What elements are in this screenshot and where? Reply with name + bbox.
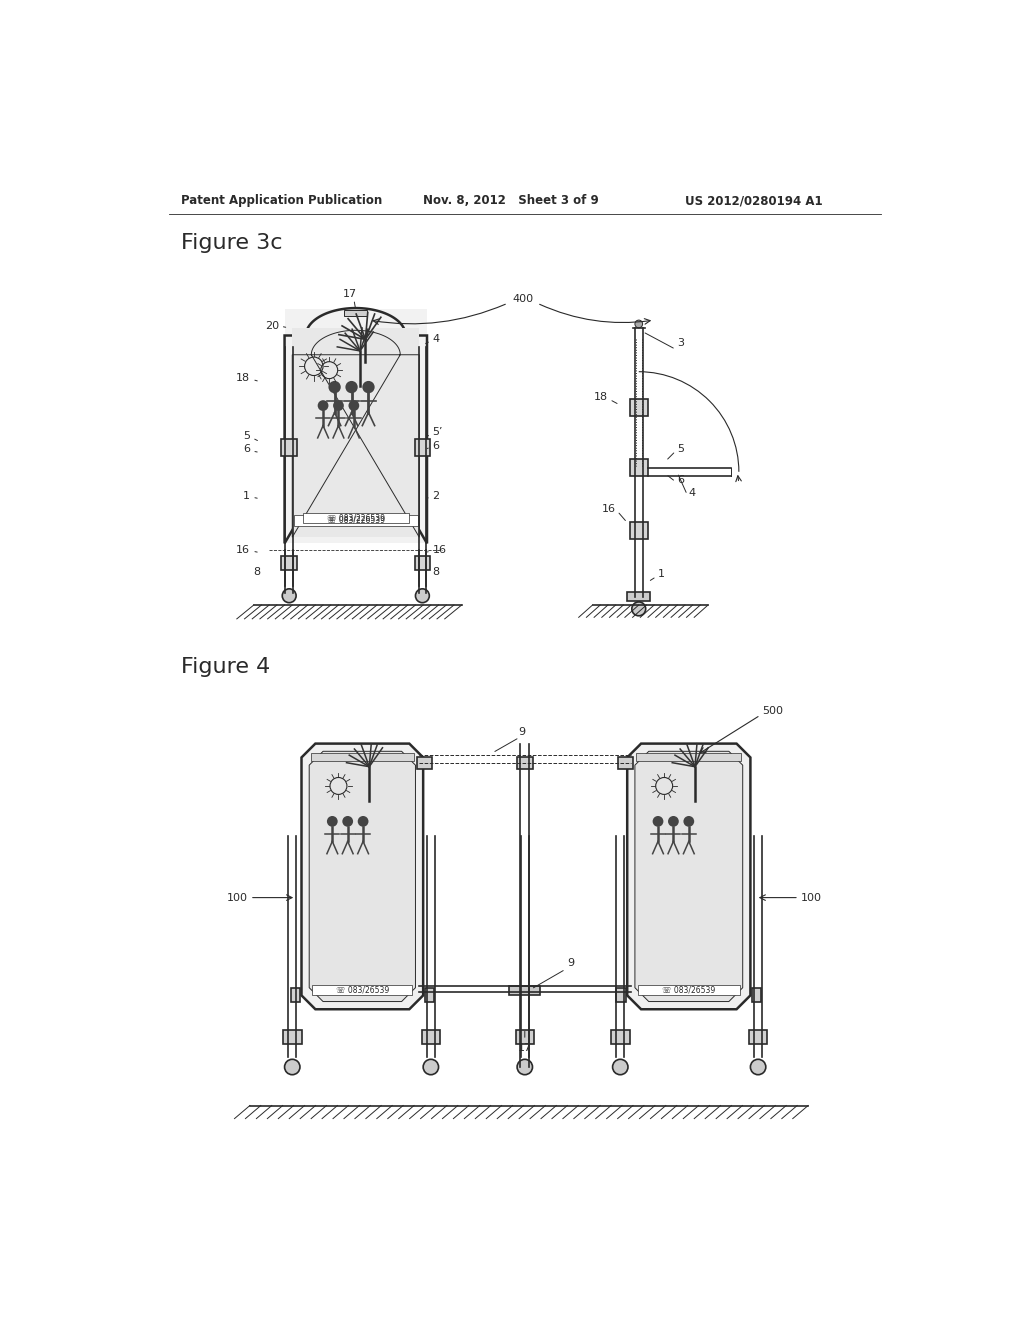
Text: 1: 1 <box>658 569 665 579</box>
Text: 5’: 5’ <box>432 426 443 437</box>
Polygon shape <box>635 751 742 1002</box>
Circle shape <box>362 381 375 393</box>
Circle shape <box>329 381 341 393</box>
Circle shape <box>317 400 329 411</box>
Polygon shape <box>292 330 419 537</box>
Text: 2: 2 <box>432 491 439 500</box>
Circle shape <box>612 1059 628 1074</box>
Text: 500: 500 <box>762 706 783 717</box>
Bar <box>417 758 432 770</box>
Text: 9: 9 <box>518 727 525 737</box>
Text: 5: 5 <box>677 445 684 454</box>
Text: 4: 4 <box>432 334 439 345</box>
Bar <box>303 513 409 524</box>
Circle shape <box>333 400 344 411</box>
Bar <box>415 557 430 570</box>
Bar <box>282 557 297 570</box>
Bar <box>294 515 418 525</box>
Circle shape <box>285 1059 300 1074</box>
Circle shape <box>327 816 338 826</box>
Text: US 2012/0280194 A1: US 2012/0280194 A1 <box>685 194 822 207</box>
Circle shape <box>517 1059 532 1074</box>
Bar <box>749 1030 767 1044</box>
Bar <box>611 1030 630 1044</box>
Text: Patent Application Publication: Patent Application Publication <box>180 194 382 207</box>
Circle shape <box>751 1059 766 1074</box>
Text: 8: 8 <box>432 566 439 577</box>
Text: 400: 400 <box>513 293 534 304</box>
Text: Figure 3c: Figure 3c <box>180 234 282 253</box>
Text: 100: 100 <box>801 892 821 903</box>
Text: ☏ 083/226539: ☏ 083/226539 <box>327 516 385 525</box>
Bar <box>344 310 368 317</box>
Bar <box>637 752 741 760</box>
Circle shape <box>416 589 429 603</box>
Text: 18: 18 <box>236 372 250 383</box>
Circle shape <box>683 816 694 826</box>
Bar <box>617 758 634 770</box>
Circle shape <box>652 816 664 826</box>
Polygon shape <box>628 743 751 1010</box>
Circle shape <box>357 816 369 826</box>
Bar <box>415 440 430 457</box>
Bar <box>422 1030 440 1044</box>
Text: 17: 17 <box>343 289 357 298</box>
Text: 16: 16 <box>432 545 446 554</box>
Bar <box>283 1030 301 1044</box>
Bar <box>638 985 739 995</box>
Bar <box>517 758 532 770</box>
Circle shape <box>345 381 357 393</box>
Circle shape <box>348 400 359 411</box>
Text: Nov. 8, 2012   Sheet 3 of 9: Nov. 8, 2012 Sheet 3 of 9 <box>423 194 599 207</box>
Text: 16: 16 <box>236 545 250 554</box>
Circle shape <box>632 602 646 616</box>
Text: ☏ 083/26539: ☏ 083/26539 <box>663 986 716 994</box>
Bar <box>285 309 427 544</box>
Text: ☏ 083/26539: ☏ 083/26539 <box>336 986 389 994</box>
Text: 8: 8 <box>253 566 260 577</box>
Bar <box>515 1030 535 1044</box>
Bar <box>310 752 414 760</box>
Text: 6: 6 <box>677 475 684 486</box>
Text: 5: 5 <box>243 430 250 441</box>
Text: 17: 17 <box>518 1043 531 1053</box>
Bar <box>752 987 761 1002</box>
Text: 9: 9 <box>567 958 574 968</box>
Bar <box>425 987 434 1002</box>
Text: 3: 3 <box>677 338 684 348</box>
Text: 6: 6 <box>243 445 250 454</box>
Polygon shape <box>285 308 427 544</box>
Bar <box>616 987 626 1002</box>
Circle shape <box>635 321 643 327</box>
Circle shape <box>423 1059 438 1074</box>
Text: 18: 18 <box>594 392 608 403</box>
Bar <box>630 459 648 475</box>
Bar <box>292 327 419 537</box>
Text: 16: 16 <box>602 504 615 513</box>
Text: 20: 20 <box>265 321 280 331</box>
Text: ☏ 083/226539: ☏ 083/226539 <box>327 513 385 523</box>
Text: 100: 100 <box>226 892 248 903</box>
Bar <box>628 591 650 601</box>
Circle shape <box>283 589 296 603</box>
Polygon shape <box>301 743 423 1010</box>
Circle shape <box>668 816 679 826</box>
Bar <box>312 985 413 995</box>
Bar <box>630 399 648 416</box>
Text: 4: 4 <box>689 488 696 499</box>
Circle shape <box>342 816 353 826</box>
Bar <box>282 440 297 457</box>
Bar <box>509 986 541 995</box>
Text: Figure 4: Figure 4 <box>180 656 270 677</box>
Bar <box>630 521 648 539</box>
Text: 6: 6 <box>432 441 439 450</box>
Polygon shape <box>309 751 416 1002</box>
Bar <box>291 987 300 1002</box>
Text: 1: 1 <box>243 491 250 500</box>
